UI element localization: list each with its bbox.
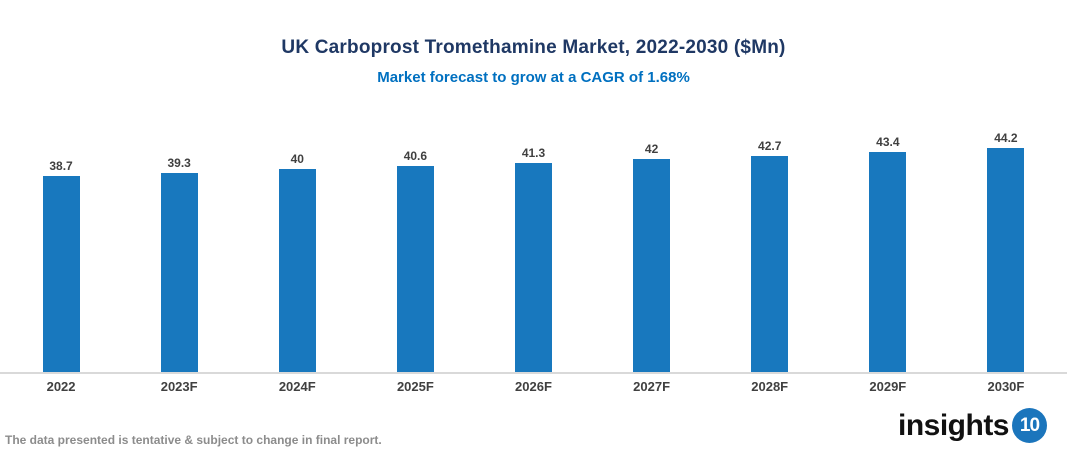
bar-group: 40 xyxy=(238,153,356,372)
bar-value-label: 40 xyxy=(290,152,304,167)
x-axis-label: 2024F xyxy=(278,379,316,394)
x-axis-label: 2029F xyxy=(869,379,907,394)
x-axis-label: 2023F xyxy=(160,379,198,394)
x-axis-label: 2030F xyxy=(987,379,1025,394)
disclaimer-note: The data presented is tentative & subjec… xyxy=(5,433,382,447)
logo-text: insights xyxy=(897,408,1010,442)
x-axis-label: 2027F xyxy=(633,379,671,394)
bar-value-label: 42 xyxy=(644,142,659,157)
bar-value-label: 38.7 xyxy=(49,158,73,173)
bar-group: 39.3 xyxy=(120,155,238,372)
bar-group: 44.2 xyxy=(947,130,1065,372)
bar xyxy=(278,169,316,372)
bar-value-label: 40.6 xyxy=(403,149,428,164)
plot-area: 38.7 39.3 40 40.6 41.3 42 42.7 43.4 44.2 xyxy=(0,128,1067,374)
bar-value-label: 44.2 xyxy=(994,130,1018,145)
bar-group: 38.7 xyxy=(2,158,120,372)
bar xyxy=(633,159,671,372)
bar-value-label: 43.4 xyxy=(876,135,900,150)
bar xyxy=(869,152,907,372)
bar xyxy=(751,155,789,372)
bar xyxy=(160,173,198,372)
bar-value-label: 41.3 xyxy=(521,145,546,160)
x-axis-label: 2022 xyxy=(46,379,76,394)
bar xyxy=(514,162,552,372)
x-axis-label: 2026F xyxy=(515,379,552,394)
bar-group: 41.3 xyxy=(474,145,592,372)
bar xyxy=(396,166,434,372)
chart-subtitle: Market forecast to grow at a CAGR of 1.6… xyxy=(377,69,690,86)
bar-group: 40.6 xyxy=(356,150,474,372)
bar-group: 42.7 xyxy=(711,138,829,372)
x-axis-label: 2025F xyxy=(396,379,434,394)
logo-badge-10: 10 xyxy=(1012,408,1047,443)
bar-group: 43.4 xyxy=(829,135,947,372)
x-axis-labels: 2022 2023F 2024F 2025F 2026F 2027F 2028F 2029F 2… xyxy=(0,379,1067,394)
bar xyxy=(987,148,1025,372)
bar-value-label: 42.7 xyxy=(758,138,782,153)
bar xyxy=(42,176,80,372)
chart-title: UK Carboprost Tromethamine Market, 2022-… xyxy=(281,37,786,58)
x-axis-label: 2028F xyxy=(751,379,789,394)
insights10-logo: insights 10 xyxy=(898,408,1047,443)
bar-value-label: 39.3 xyxy=(167,155,191,170)
bar-group: 42 xyxy=(593,142,711,372)
